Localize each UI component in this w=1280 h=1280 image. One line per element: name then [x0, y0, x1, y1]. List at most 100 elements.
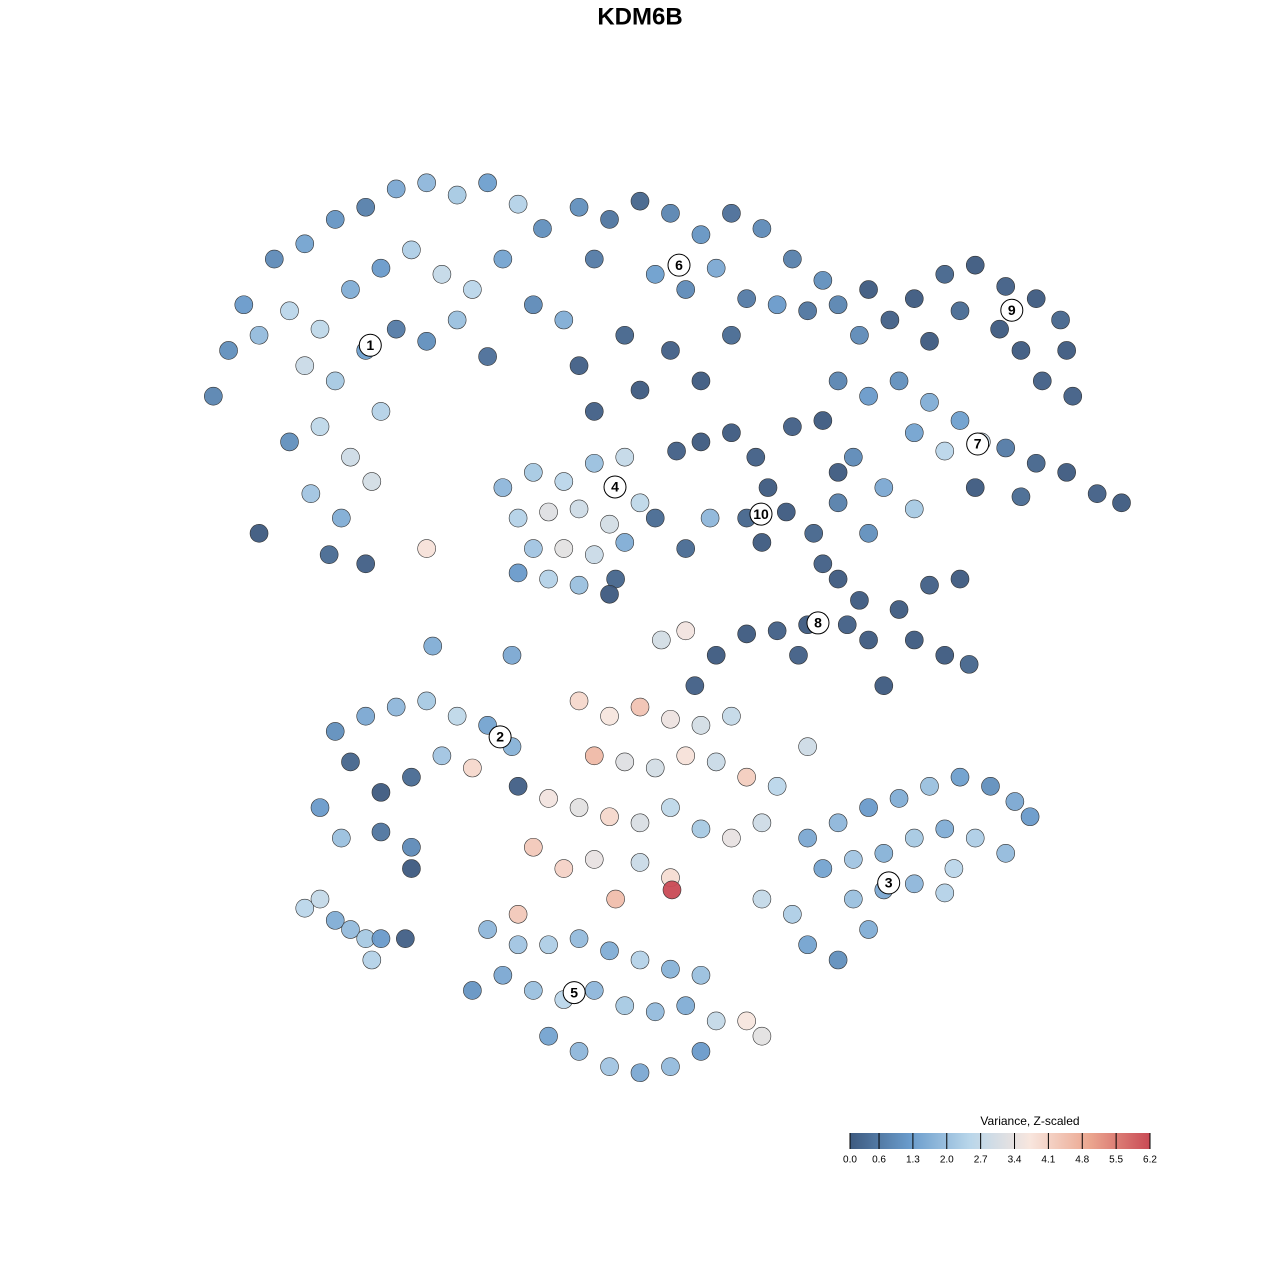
point: [600, 941, 619, 961]
point: [850, 591, 869, 610]
point: [569, 929, 589, 948]
point: [417, 539, 436, 558]
point: [280, 432, 299, 452]
point: [920, 332, 939, 351]
point: [645, 264, 665, 284]
cluster-label: 2: [496, 729, 504, 745]
point: [752, 1026, 772, 1046]
point: [584, 402, 604, 421]
point: [1011, 341, 1031, 360]
point: [935, 645, 955, 665]
colorbar-tick-label: 4.1: [1041, 1155, 1055, 1166]
cluster-labels: 1 2 3 4 5 6 7 8 9 10: [358, 253, 1024, 1005]
point: [600, 706, 619, 726]
point: [615, 325, 635, 345]
point: [813, 271, 833, 290]
point: [539, 935, 558, 955]
point: [249, 325, 269, 345]
point: [615, 752, 635, 772]
point: [676, 746, 696, 766]
point: [432, 746, 452, 766]
point: [700, 508, 720, 528]
point: [371, 929, 391, 948]
point: [1087, 484, 1107, 504]
point: [584, 981, 604, 1000]
point: [539, 1026, 558, 1046]
point: [356, 197, 376, 217]
point: [310, 798, 330, 817]
point: [722, 325, 741, 345]
cluster-label: 5: [570, 984, 578, 1000]
point: [783, 249, 802, 269]
point: [600, 210, 619, 229]
cluster-badge: [562, 981, 586, 1005]
colorbar-tick-label: 2.0: [940, 1155, 954, 1166]
point: [630, 1063, 650, 1083]
point: [508, 904, 528, 924]
point: [1057, 463, 1076, 482]
point: [524, 539, 543, 558]
point: [828, 950, 848, 970]
point: [341, 447, 360, 467]
point: [691, 225, 711, 244]
point: [758, 478, 778, 497]
point: [722, 706, 741, 726]
point: [996, 438, 1016, 458]
point: [402, 767, 421, 787]
point: [539, 569, 558, 589]
point: [859, 524, 878, 543]
point: [828, 371, 848, 391]
point: [295, 234, 315, 254]
point: [584, 850, 604, 869]
colorbar-tick-label: 5.5: [1109, 1155, 1123, 1166]
point: [859, 920, 878, 939]
point: [965, 478, 985, 497]
point: [676, 280, 696, 299]
point: [508, 194, 528, 214]
point: [767, 776, 787, 796]
point: [904, 289, 924, 308]
point: [844, 889, 863, 909]
point: [652, 630, 671, 650]
point: [996, 844, 1016, 863]
point: [301, 484, 321, 504]
point: [615, 447, 635, 467]
point: [478, 920, 497, 939]
point: [880, 310, 900, 330]
point: [691, 371, 711, 391]
cluster-label: 6: [675, 257, 683, 273]
point: [813, 859, 833, 878]
point: [813, 554, 833, 574]
cluster-badge: [358, 333, 382, 357]
point: [959, 655, 979, 674]
point: [502, 645, 522, 665]
point: [828, 463, 848, 482]
point: [325, 210, 345, 229]
point: [874, 478, 894, 497]
point: [630, 493, 650, 513]
point: [798, 301, 817, 321]
point: [524, 981, 543, 1000]
cluster-label: 3: [885, 875, 893, 891]
point: [362, 472, 382, 491]
point: [706, 645, 726, 665]
point: [630, 697, 650, 717]
point: [371, 783, 391, 802]
cluster-badge: [667, 253, 691, 277]
point: [606, 889, 625, 909]
point: [804, 524, 824, 543]
point: [584, 746, 604, 766]
point: [630, 853, 650, 872]
point: [524, 295, 543, 315]
colorbar-tick-label: 3.4: [1008, 1155, 1022, 1166]
point: [1112, 493, 1131, 513]
cluster-badge: [603, 475, 627, 499]
point: [645, 758, 665, 778]
point: [1063, 386, 1083, 406]
chart-title: KDM6B: [597, 3, 682, 30]
point: [493, 478, 513, 497]
point: [850, 325, 869, 345]
colorbar-tick-label: 6.2: [1143, 1155, 1157, 1166]
point: [1026, 289, 1046, 308]
cluster-badge: [806, 611, 830, 635]
